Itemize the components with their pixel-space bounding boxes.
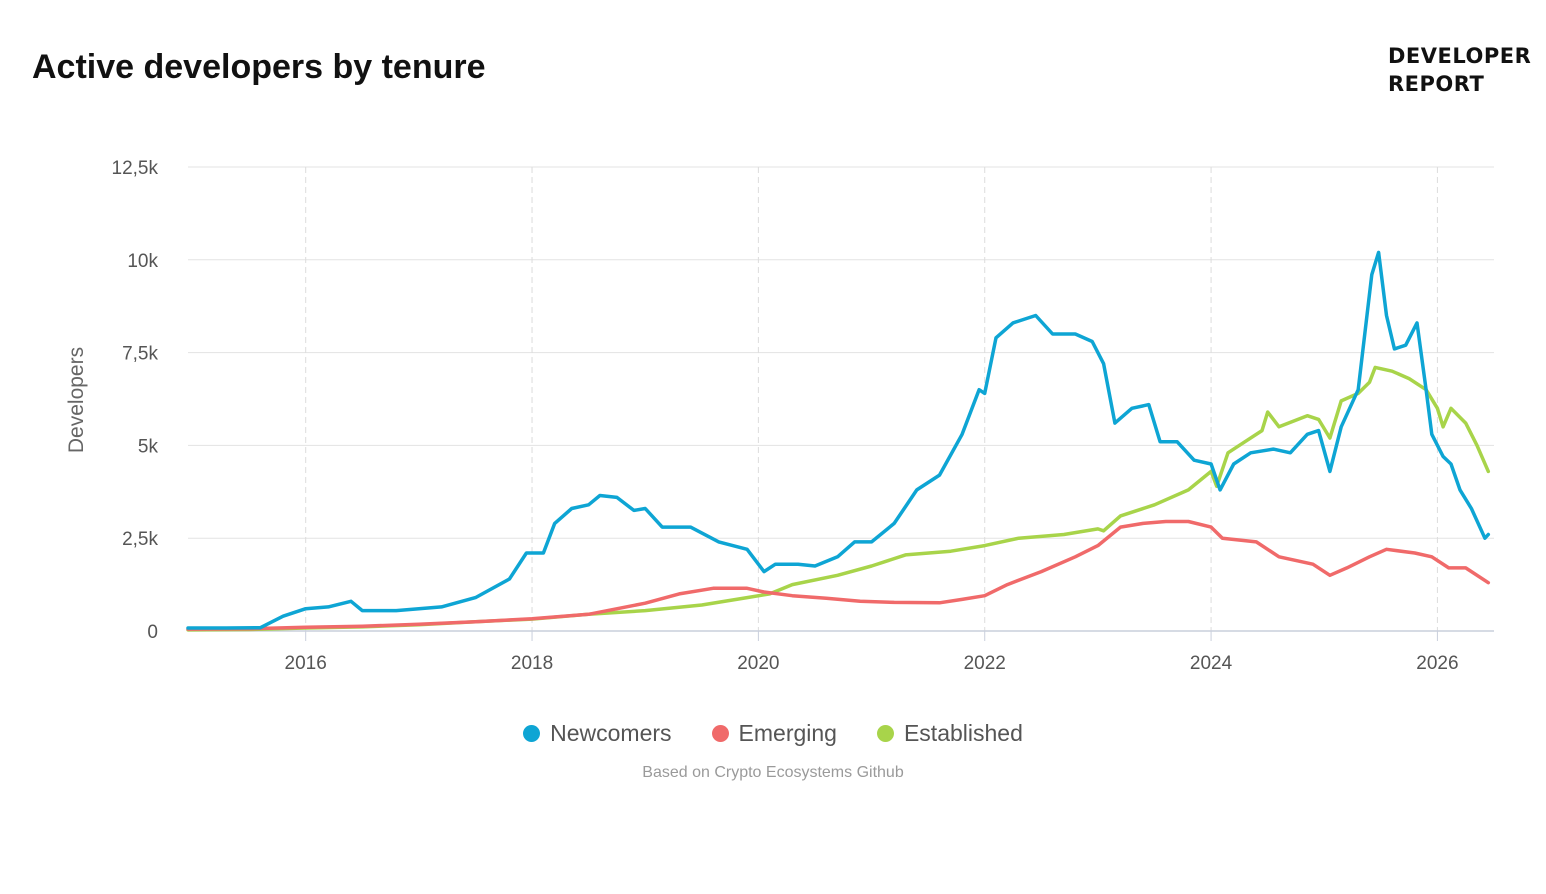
legend-item-emerging[interactable]: Emerging xyxy=(711,720,837,747)
legend-item-established[interactable]: Established xyxy=(876,720,1023,747)
legend-dot-icon xyxy=(711,725,729,742)
brand-line-2: REPORT xyxy=(1388,72,1485,96)
legend-label: Established xyxy=(903,720,1023,746)
series-lines xyxy=(186,250,1491,632)
x-tick-label: 2022 xyxy=(964,653,1006,674)
y-tick-label: 2,5k xyxy=(122,529,158,550)
y-tick-label: 0 xyxy=(147,622,158,643)
x-tick-label: 2026 xyxy=(1416,653,1458,674)
brand-logo: DEVELOPER REPORT xyxy=(1388,42,1531,98)
series-line-established xyxy=(186,365,1491,632)
y-tick-label: 10k xyxy=(127,251,158,272)
legend-label: Newcomers xyxy=(550,720,672,746)
y-tick-label: 5k xyxy=(138,436,159,457)
series-line-newcomers xyxy=(186,250,1491,630)
legend-label: Emerging xyxy=(738,720,837,746)
brand-line-1: DEVELOPER xyxy=(1388,44,1532,68)
legend-dot-icon xyxy=(876,725,894,742)
line-chart: 0 2,5k 5k 7,5k 10k 12,5k 2016 2018 2020 2022 2024 2… xyxy=(65,158,1494,674)
chart-title: Active developers by tenure xyxy=(32,48,486,86)
y-tick-label: 7,5k xyxy=(122,344,158,365)
legend-dot-icon xyxy=(523,725,541,742)
x-tick-label: 2024 xyxy=(1190,653,1233,674)
legend-item-newcomers[interactable]: Newcomers xyxy=(523,720,672,747)
y-tick-label: 12,5k xyxy=(112,158,159,179)
source-note: Based on Crypto Ecosystems Github xyxy=(642,764,904,781)
legend: Newcomers Emerging Established xyxy=(0,720,1546,747)
y-axis-title: Developers xyxy=(65,347,88,453)
x-tick-label: 2020 xyxy=(737,653,779,674)
x-tick-label: 2018 xyxy=(511,653,553,674)
series-line-emerging xyxy=(186,519,1491,631)
x-tick-label: 2016 xyxy=(285,653,327,674)
axes: 0 2,5k 5k 7,5k 10k 12,5k 2016 2018 2020 2022 2024 2… xyxy=(112,158,1494,674)
grid xyxy=(188,166,1494,631)
